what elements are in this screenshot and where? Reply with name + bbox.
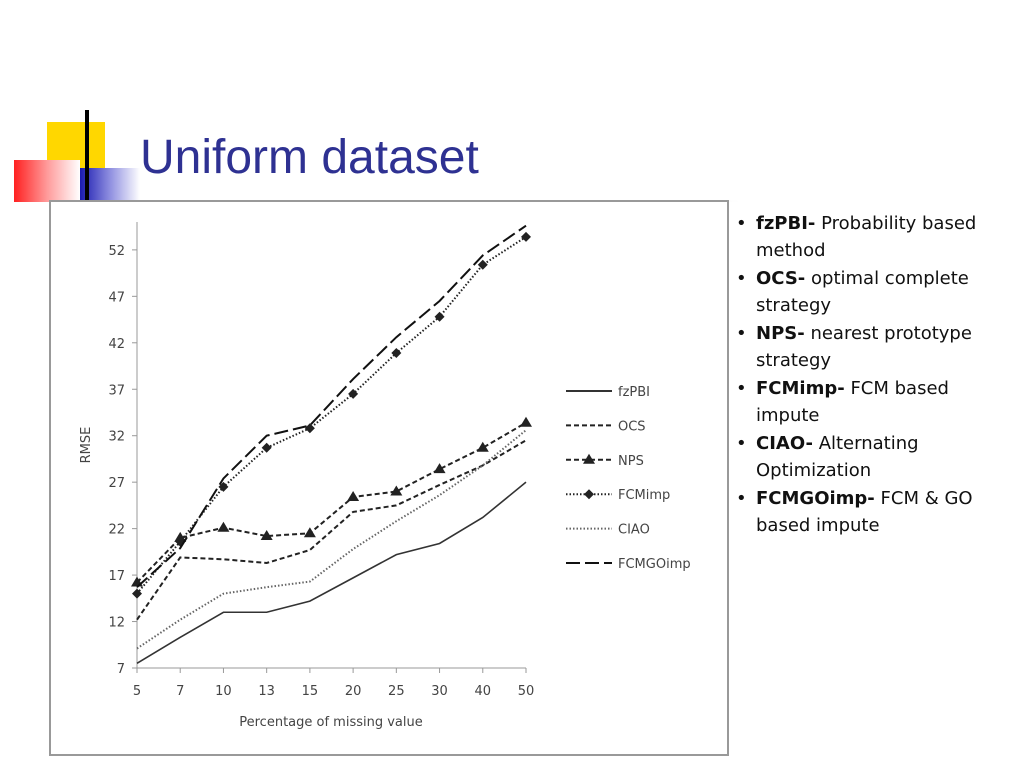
- point-marker: [391, 348, 402, 359]
- bullet: NPS- nearest prototype strategy: [730, 320, 1015, 374]
- point-marker: [520, 416, 532, 427]
- series-line: [136, 224, 527, 588]
- bullet-list: fzPBI- Probability based methodOCS- opti…: [730, 210, 1015, 540]
- legend-label: FCMimp: [618, 488, 670, 503]
- bullet-text: nearest prototype strategy: [756, 323, 972, 371]
- point-marker: [476, 441, 489, 452]
- x-tick-label: 40: [475, 684, 492, 699]
- bullet: FCMGOimp- FCM & GO based impute: [730, 485, 1015, 539]
- y-tick-label: 17: [108, 569, 125, 584]
- bullet-term: NPS-: [756, 323, 805, 344]
- legend-label: FCMGOimp: [618, 557, 691, 572]
- bullet: fzPBI- Probability based method: [730, 210, 1015, 264]
- point-marker: [584, 489, 594, 500]
- series-line: [136, 429, 527, 650]
- x-tick-label: 20: [345, 684, 362, 699]
- point-marker: [260, 530, 273, 541]
- bullet-text: Alternating Optimization: [756, 433, 919, 481]
- bullet-term: OCS-: [756, 268, 806, 289]
- bullet-term: FCMGOimp-: [756, 488, 875, 509]
- point-marker: [347, 491, 360, 502]
- y-tick-label: 37: [108, 383, 125, 398]
- series-line: [136, 439, 527, 621]
- bullet-term: FCMimp-: [756, 378, 845, 399]
- x-tick-label: 25: [388, 684, 405, 699]
- x-tick-label: 15: [302, 684, 319, 699]
- x-tick-label: 13: [258, 684, 275, 699]
- vertical-rule: [85, 110, 89, 210]
- blue-block: [80, 168, 140, 202]
- point-marker: [304, 423, 315, 434]
- x-axis-label: Percentage of missing value: [239, 715, 423, 730]
- y-tick-label: 47: [108, 290, 125, 305]
- y-tick-label: 52: [108, 244, 125, 259]
- y-tick-label: 27: [108, 476, 125, 491]
- bullet: FCMimp- FCM based impute: [730, 375, 1015, 429]
- series-line: [136, 421, 527, 584]
- bullet-text: Probability based method: [756, 213, 977, 261]
- legend-label: OCS: [618, 419, 646, 434]
- legend-label: NPS: [618, 454, 644, 469]
- legend-label: fzPBI: [618, 385, 650, 400]
- point-marker: [583, 453, 595, 464]
- x-tick-label: 5: [133, 684, 141, 699]
- point-marker: [433, 463, 446, 474]
- point-marker: [521, 231, 531, 242]
- point-marker: [348, 388, 359, 399]
- x-tick-label: 10: [215, 684, 232, 699]
- y-axis-label: RMSE: [79, 427, 94, 464]
- x-tick-label: 7: [176, 684, 184, 699]
- y-tick-label: 42: [108, 337, 125, 352]
- point-marker: [132, 588, 142, 599]
- point-marker: [390, 485, 403, 496]
- bullet: CIAO- Alternating Optimization: [730, 430, 1015, 484]
- point-marker: [303, 527, 316, 538]
- bullet-term: CIAO-: [756, 433, 813, 454]
- red-block: [14, 160, 80, 202]
- bullet-text: FCM based impute: [756, 378, 949, 426]
- slide-title: Uniform dataset: [140, 131, 479, 184]
- point-marker: [477, 259, 488, 270]
- series-line: [136, 481, 527, 665]
- y-tick-label: 7: [117, 662, 125, 677]
- legend-label: CIAO: [618, 523, 650, 538]
- bullet: OCS- optimal complete strategy: [730, 265, 1015, 319]
- y-tick-label: 32: [108, 430, 125, 445]
- point-marker: [217, 521, 230, 532]
- y-tick-label: 22: [108, 523, 125, 538]
- y-tick-label: 12: [108, 616, 125, 631]
- bullet-text: FCM & GO based impute: [756, 488, 973, 536]
- bullet-term: fzPBI-: [756, 213, 816, 234]
- point-marker: [434, 311, 445, 322]
- point-marker: [261, 442, 272, 453]
- x-tick-label: 50: [518, 684, 535, 699]
- bullet-text: optimal complete strategy: [756, 268, 969, 316]
- chart-frame: [49, 200, 729, 756]
- x-tick-label: 30: [431, 684, 448, 699]
